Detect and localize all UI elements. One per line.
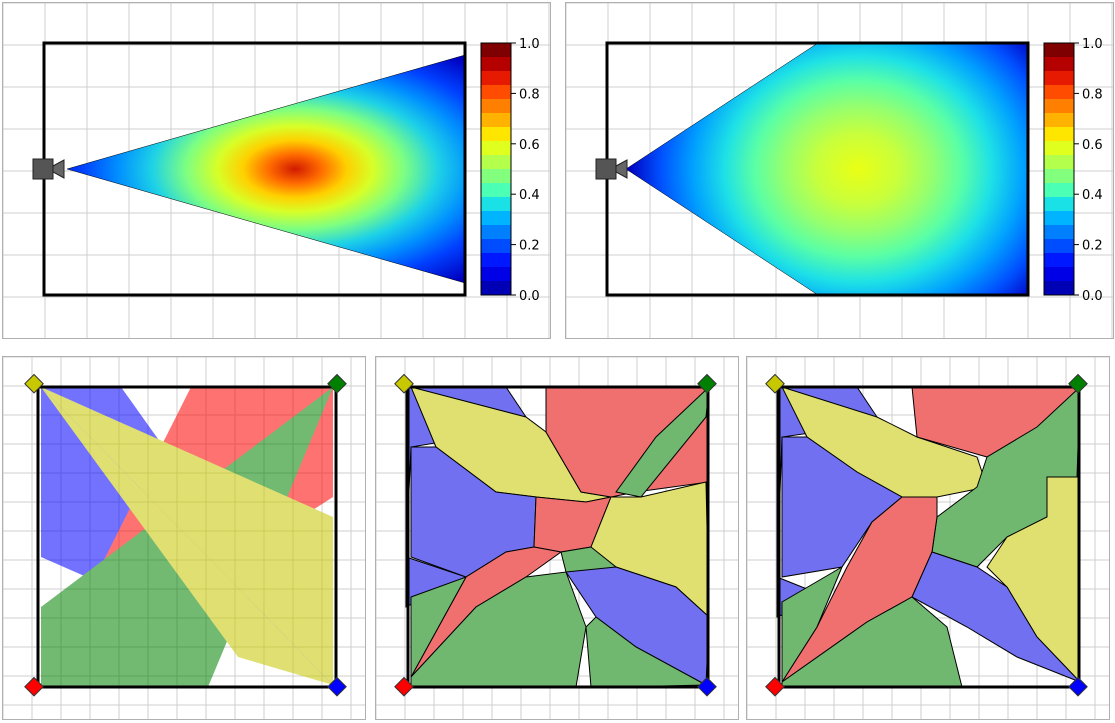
camera-green-icon (327, 373, 347, 394)
colorbar-swatch (481, 197, 511, 212)
colorbar-swatch (1044, 71, 1074, 86)
colorbar-swatch (1044, 155, 1074, 170)
camera-red-icon (24, 676, 44, 697)
colorbar-swatch (1044, 253, 1074, 268)
colorbar-swatch (1044, 211, 1074, 226)
colorbar-tick-label: 0.8 (519, 87, 540, 102)
heatmap-right-svg: 1.0 0.8 0.6 0.4 0.2 0.0 (565, 2, 1113, 338)
camera-yellow-icon (765, 373, 785, 394)
camera-blue-icon (1068, 676, 1088, 697)
colorbar-tick-label: 0.6 (519, 138, 540, 153)
colorbar-swatch (481, 141, 511, 156)
camera-yellow-icon (24, 373, 44, 394)
colorbar-tick-label: 0.0 (1082, 289, 1103, 304)
colorbar-tick-label: 0.0 (519, 289, 540, 304)
partition-panel-b (746, 356, 1110, 720)
camera-yellow-icon (394, 373, 414, 394)
camera-icon (32, 158, 65, 180)
colorbar-swatch (1044, 225, 1074, 240)
camera-red-icon (765, 676, 785, 697)
colorbar-swatch (481, 43, 511, 58)
colorbar-tick-label: 0.4 (519, 188, 540, 203)
coverage-cone (625, 42, 1029, 296)
colorbar-tick-label: 0.2 (1082, 239, 1103, 254)
colorbar: 1.0 0.8 0.6 0.4 0.2 0.0 (1043, 37, 1103, 304)
camera-green-icon (1068, 373, 1088, 394)
colorbar-swatch (481, 281, 511, 296)
colorbar-swatch (481, 71, 511, 86)
colorbar-tick-label: 0.4 (1082, 188, 1103, 203)
colorbar-swatch (1044, 141, 1074, 156)
heatmap-panel-left: 1.0 0.8 0.6 0.4 0.2 0.0 (2, 2, 551, 339)
colorbar-frame (1043, 42, 1075, 296)
colorbar-swatch (481, 169, 511, 184)
colorbar-swatch (481, 113, 511, 128)
camera-icon (595, 158, 628, 180)
colorbar-swatch (481, 239, 511, 254)
colorbar-swatch (1044, 197, 1074, 212)
colorbar-swatch (481, 85, 511, 100)
colorbar-swatch (481, 183, 511, 198)
colorbar-swatch (481, 127, 511, 142)
colorbar-swatch (481, 211, 511, 226)
partition-a-svg (375, 356, 738, 719)
room-boundary (36, 385, 338, 689)
colorbar-swatch (1044, 267, 1074, 282)
colorbar-frame (480, 42, 512, 296)
colorbar-swatch (1044, 113, 1074, 128)
colorbar-tick-label: 0.2 (519, 239, 540, 254)
camera-blue-icon (697, 676, 717, 697)
partition-regions (405, 385, 710, 688)
colorbar-swatch (1044, 57, 1074, 72)
heatmap-left-svg: 1.0 0.8 0.6 0.4 0.2 0.0 (2, 2, 550, 338)
partition-b-svg (746, 356, 1109, 719)
colorbar-swatch (1044, 99, 1074, 114)
colorbar-swatch (1044, 85, 1074, 100)
room-boundary (777, 385, 1081, 689)
partition-panel-a (375, 356, 739, 720)
colorbar-swatch (1044, 281, 1074, 296)
colorbar-swatch (481, 99, 511, 114)
colorbar-tick-label: 1.0 (519, 37, 540, 52)
yellow-camera-fov-extra (41, 387, 333, 685)
colorbar-tick-label: 1.0 (1082, 37, 1103, 52)
colorbar-swatch (1044, 127, 1074, 142)
colorbar-swatch (1044, 183, 1074, 198)
overlap-svg (2, 356, 365, 719)
colorbar-swatch (481, 155, 511, 170)
partition-regions (776, 385, 1081, 688)
colorbar-tick-label: 0.6 (1082, 138, 1103, 153)
colorbar-swatch (481, 267, 511, 282)
camera-blue-icon (327, 676, 347, 697)
colorbar-tick-label: 0.8 (1082, 87, 1103, 102)
colorbar-swatch (481, 225, 511, 240)
colorbar: 1.0 0.8 0.6 0.4 0.2 0.0 (480, 37, 540, 304)
camera-red-icon (394, 676, 414, 697)
colorbar-swatch (481, 57, 511, 72)
fov-regions (41, 387, 333, 687)
heatmap-panel-right: 1.0 0.8 0.6 0.4 0.2 0.0 (565, 2, 1114, 339)
room-boundary (406, 385, 710, 689)
coverage-cone (66, 54, 466, 284)
colorbar-swatch (1044, 169, 1074, 184)
colorbar-swatch (481, 253, 511, 268)
colorbar-swatch (1044, 43, 1074, 58)
overlap-panel (2, 356, 366, 720)
camera-green-icon (697, 373, 717, 394)
colorbar-swatch (1044, 239, 1074, 254)
